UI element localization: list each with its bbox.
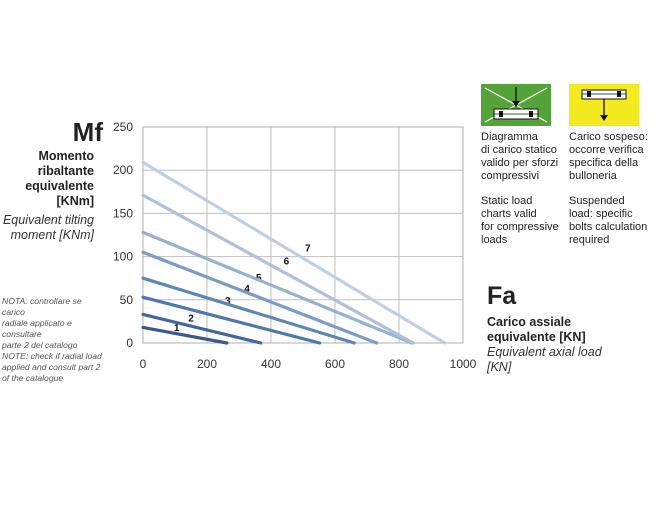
compressive-load-legend-swatch	[481, 84, 551, 126]
y-axis-label-line: ribaltante	[37, 164, 94, 178]
legend-line: required	[569, 234, 610, 246]
legend-line: for compressive	[481, 221, 559, 233]
legend-line: compressivi	[481, 170, 540, 182]
y-tick-label: 0	[126, 336, 133, 350]
x-axis-label-line: Equivalent axial load	[487, 345, 602, 359]
series-label: 4	[244, 284, 250, 295]
series-label: 5	[256, 273, 262, 284]
legend-line: charts valid	[481, 208, 537, 220]
x-tick-label: 0	[140, 357, 147, 371]
y-tick-label: 50	[120, 293, 134, 307]
compressive-bearing-icon	[484, 87, 548, 123]
note-line: radiale applicato e consultare	[2, 318, 72, 339]
note-line: applied and consult part 2	[2, 362, 101, 372]
x-axis-label-italian: Carico assiale equivalente [KN]	[487, 315, 637, 345]
suspended-legend-text-english: Suspended load: specific bolts calculati…	[569, 195, 657, 247]
legend-line: loads	[481, 234, 508, 246]
series-line	[141, 312, 263, 345]
note-line: NOTE: check if radial load	[2, 351, 102, 361]
y-axis-label-line: equivalente	[25, 179, 94, 193]
series-label: 1	[174, 323, 180, 334]
x-axis-symbol: Fa	[487, 282, 517, 310]
series-label: 7	[305, 243, 311, 254]
legend-line: di carico statico	[481, 144, 557, 156]
y-axis-label-line: Equivalent tilting	[2, 213, 94, 227]
plot-area-border	[142, 126, 464, 344]
compressive-legend-text-italian: Diagramma di carico statico valido per s…	[481, 131, 569, 183]
note-line: NOTA: controllare se carico	[2, 296, 82, 317]
legend-line: valido per sforzi	[481, 157, 559, 169]
y-axis-label-line: moment [KNm]	[10, 228, 94, 242]
suspended-bearing-icon	[581, 89, 627, 121]
legend-line: load: specific	[569, 208, 633, 220]
legend-line: Carico sospeso:	[569, 131, 648, 143]
y-tick-label: 200	[113, 163, 133, 177]
series-line	[141, 193, 415, 345]
y-axis-symbol: Mf	[72, 117, 103, 147]
x-tick-label: 800	[389, 357, 409, 371]
y-tick-label: 250	[113, 120, 133, 134]
series-line	[141, 230, 414, 345]
y-axis-label-line: [KNm]	[56, 194, 95, 208]
series-label: 3	[225, 296, 231, 307]
x-tick-label: 600	[325, 357, 345, 371]
x-axis-label-english: Equivalent axial load [KN]	[487, 345, 637, 375]
suspended-load-legend-swatch	[569, 84, 639, 126]
legend-line: Static load	[481, 195, 533, 207]
x-tick-label: 200	[197, 357, 217, 371]
series-label: 2	[188, 313, 194, 324]
y-tick-label: 100	[113, 250, 133, 264]
legend-line: Diagramma	[481, 131, 538, 143]
legend-line: bolts calculation	[569, 221, 648, 233]
x-axis-label-line: equivalente [KN]	[487, 330, 586, 344]
compressive-legend-text-english: Static load charts valid for compressive…	[481, 195, 569, 247]
y-tick-label: 150	[113, 206, 133, 220]
series-label: 6	[284, 256, 290, 267]
suspended-legend-text-italian: Carico sospeso: occorre verifica specifi…	[569, 131, 657, 183]
y-axis-label-english: Equivalent tilting moment [KNm]	[2, 213, 94, 243]
legend-line: specifica della	[569, 157, 639, 169]
note-line: of the catalogue	[2, 373, 64, 383]
radial-load-note: NOTA: controllare se carico radiale appl…	[2, 296, 102, 384]
series-line	[141, 250, 379, 345]
legend-line: occorre verifica	[569, 144, 644, 156]
x-tick-label: 400	[261, 357, 281, 371]
series-line	[141, 160, 447, 345]
series-line	[141, 276, 356, 345]
x-tick-label: 1000	[450, 357, 477, 371]
series-line	[141, 325, 229, 345]
legend-line: Suspended	[569, 195, 625, 207]
y-axis-label-italian: Momento ribaltante equivalente [KNm]	[10, 149, 94, 209]
legend-line: bulloneria	[569, 170, 617, 182]
y-axis-label-line: Momento	[38, 149, 94, 163]
note-line: parte 2 del catalogo	[2, 340, 78, 350]
x-axis-label-line: [KN]	[487, 360, 512, 374]
series-line	[141, 295, 322, 345]
x-axis-label-line: Carico assiale	[487, 315, 572, 329]
